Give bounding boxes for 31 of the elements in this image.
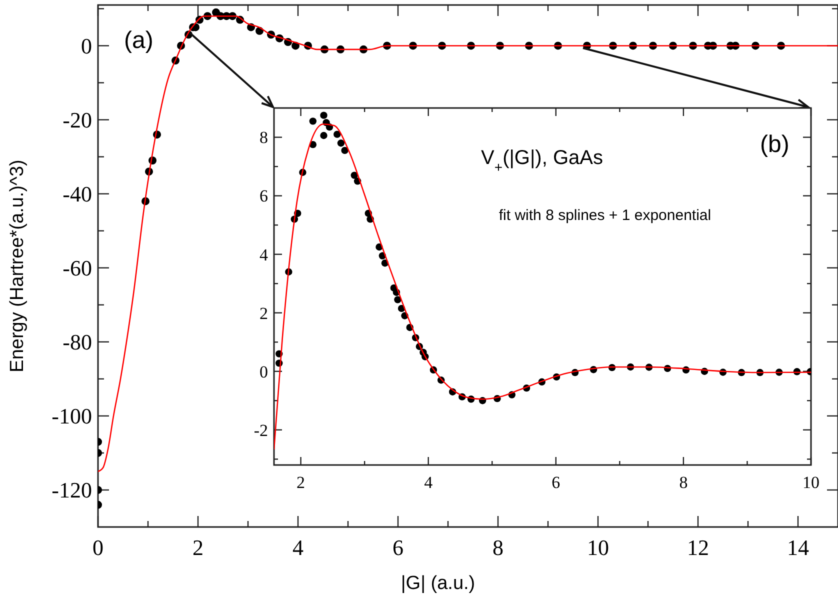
y-tick-label: -100	[52, 404, 92, 429]
y-tick-label: -20	[62, 107, 92, 132]
y-axis-title: Energy (Hartree*(a.u.)^3)	[7, 160, 28, 372]
y-tick-label: 0	[81, 33, 92, 58]
y-tick-label: 2	[260, 304, 268, 323]
y-tick-label: -80	[62, 330, 92, 355]
y-tick-label: 0	[260, 362, 268, 382]
x-axis-title: |G| (a.u.)	[400, 573, 476, 594]
x-tick-label: 2	[296, 473, 306, 492]
x-tick-label: 8	[679, 473, 688, 492]
annotation: V$_{+}$(|G|), GaAs	[481, 147, 603, 175]
x-tick-label: 10	[587, 535, 609, 560]
y-tick-label: 6	[260, 186, 268, 206]
y-tick-label: -2	[254, 420, 268, 440]
y-tick-label: 4	[260, 245, 268, 264]
y-tick-label: -60	[62, 256, 92, 281]
x-tick-label: 12	[687, 535, 709, 560]
y-tick-label: -40	[62, 182, 92, 207]
x-tick-label: 6	[392, 535, 404, 560]
x-tick-label: 6	[552, 473, 560, 492]
x-tick-label: 8	[492, 535, 504, 560]
x-tick-label: 10	[802, 473, 820, 492]
annotation: fit with 8 splines + 1 exponential	[498, 207, 712, 224]
x-tick-label: 4	[424, 473, 434, 492]
x-tick-label: 2	[192, 535, 204, 560]
x-tick-label: 14	[787, 535, 809, 560]
x-tick-label: 4	[292, 535, 304, 560]
y-tick-label: 8	[260, 128, 268, 148]
y-tick-label: -120	[52, 478, 92, 503]
annotation: (b)	[760, 131, 790, 158]
annotation: (a)	[124, 27, 154, 54]
